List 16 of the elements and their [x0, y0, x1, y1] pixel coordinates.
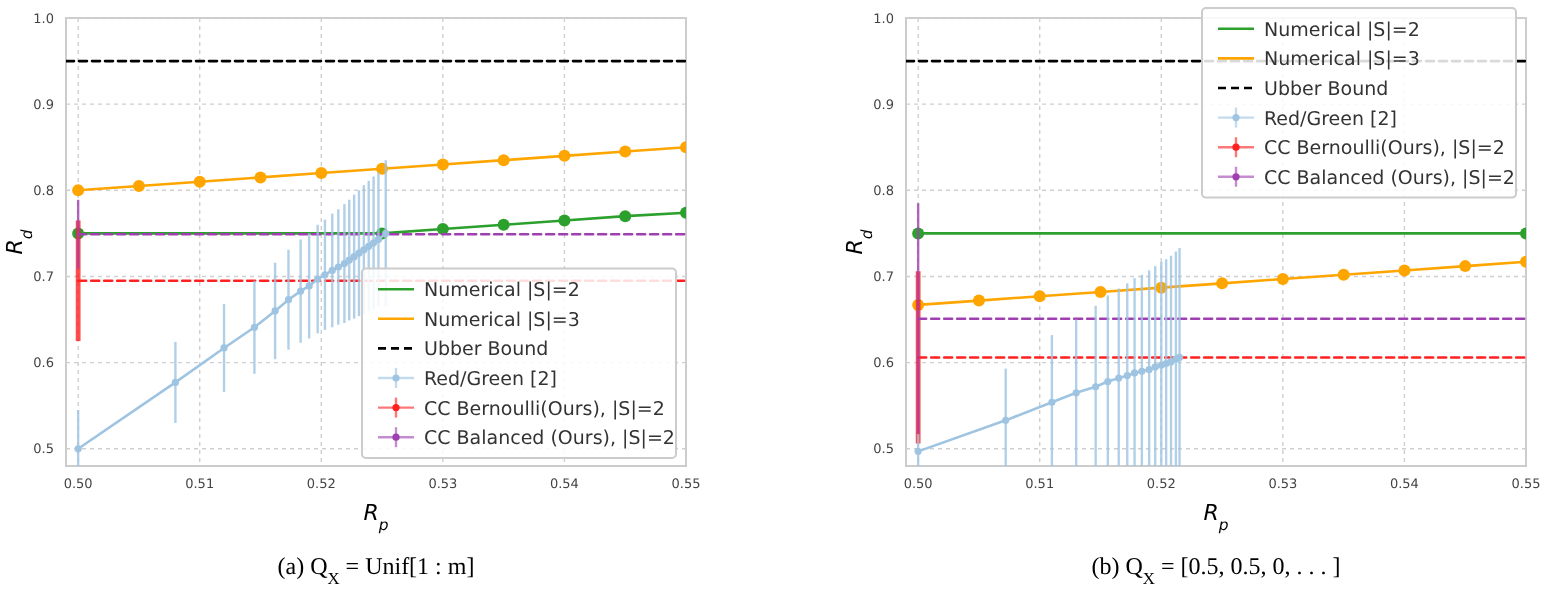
legend-label: CC Balanced (Ours), |S|=2 — [1264, 167, 1515, 190]
x-axis-title: R$_{p}$ — [1203, 500, 1229, 533]
text: (b) Q$_{X}$ = [0.5, 0.5, 0, . . . ] — [1091, 552, 1341, 587]
legend-label: Numerical |S|=3 — [424, 309, 580, 332]
legend-label: Ubber Bound — [1264, 79, 1389, 101]
legend-label: CC Balanced (Ours), |S|=2 — [424, 428, 675, 451]
legend-label: Red/Green [2] — [1264, 108, 1397, 131]
legend-label: Red/Green [2] — [424, 369, 557, 391]
legend-label: Ubber Bound — [424, 339, 549, 362]
x-axis-title: R$_{p}$ — [363, 500, 389, 533]
legend-label: Numerical |S|=3 — [1264, 49, 1420, 72]
legend-label: CC Bernoulli(Ours), |S|=2 — [1264, 138, 1505, 161]
legend-label: CC Bernoulli(Ours), |S|=2 — [424, 398, 665, 421]
legend-label: Numerical |S|=2 — [424, 280, 580, 303]
text: (a) Q$_{X}$ = Unif[1 : m] — [277, 552, 475, 587]
legend-label: Numerical |S|=2 — [1264, 19, 1420, 42]
